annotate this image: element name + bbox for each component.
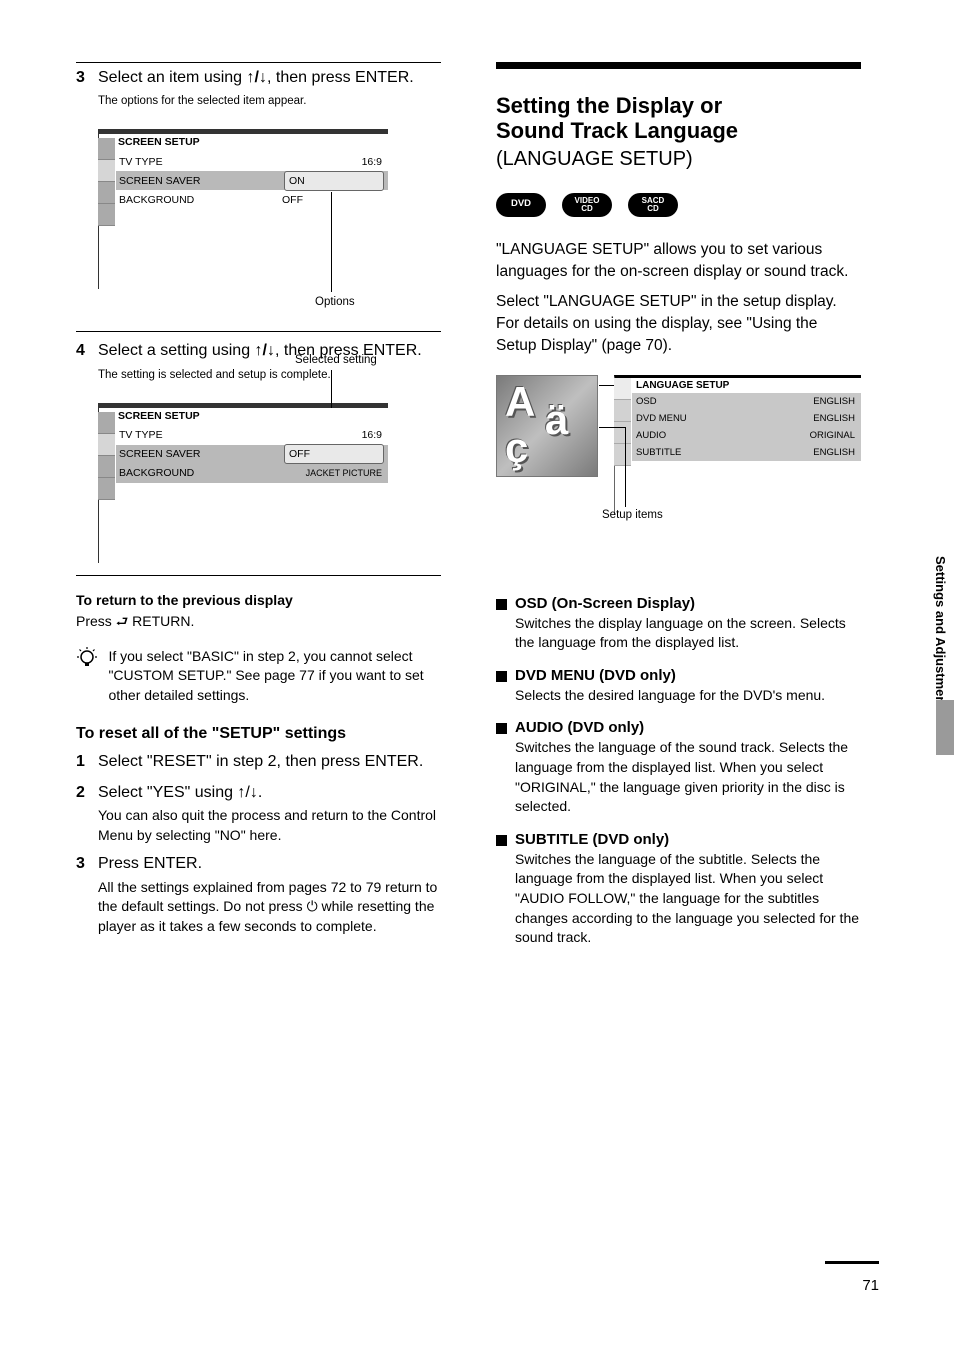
intro-para: "LANGUAGE SETUP" allows you to set vario… (496, 239, 861, 283)
callout-label: Options (315, 296, 355, 308)
panel-title: SCREEN SETUP (118, 136, 200, 148)
rule (76, 331, 441, 332)
right-column: Setting the Display or Sound Track Langu… (496, 62, 861, 950)
power-icon: ⏻ (307, 898, 318, 914)
row-label: BACKGROUND (119, 467, 306, 479)
setup-row: AUDIO ORIGINAL (632, 427, 861, 444)
sacd-badge: SACD CD (628, 193, 678, 217)
videocd-badge: VIDEO CD (562, 193, 612, 217)
rule (76, 575, 441, 576)
select-para: Select "LANGUAGE SETUP" in the setup dis… (496, 291, 861, 357)
panel-tab (614, 444, 631, 466)
reset-step-2: 2 Select "YES" using ↑/↓. You can also q… (76, 782, 441, 846)
panel-tab (614, 422, 631, 444)
panel-tab (98, 138, 115, 160)
row-value: OFF (282, 194, 382, 206)
rule (76, 62, 441, 63)
tip-block: If you select "BASIC" in step 2, you can… (76, 647, 441, 706)
step-num: 3 (76, 67, 90, 115)
subtitle-section: SUBTITLE (DVD only) Switches the languag… (496, 831, 861, 948)
step-text: Select an item using ↑/↓, then press ENT… (98, 67, 441, 115)
step-sublabel: The setting is selected and setup is com… (98, 367, 441, 383)
reset-step-1: 1 Select "RESET" in step 2, then press E… (76, 751, 441, 773)
step-num: 4 (76, 340, 90, 388)
square-bullet-icon (496, 835, 507, 846)
audio-section: AUDIO (DVD only) Switches the language o… (496, 719, 861, 816)
panel-tab (614, 378, 631, 400)
dvdmenu-section: DVD MENU (DVD only) Selects the desired … (496, 667, 861, 706)
panel-tab (98, 182, 115, 204)
left-column: 3 Select an item using ↑/↓, then press E… (76, 62, 441, 950)
row-label: SCREEN SAVER (119, 175, 284, 187)
dropdown-box[interactable]: ON (284, 171, 384, 191)
callout-line (599, 427, 625, 428)
panel-tab (98, 434, 115, 456)
row-value: 16:9 (362, 429, 382, 441)
row-label: TV TYPE (119, 429, 362, 441)
dvd-badge: DVD (496, 193, 546, 217)
side-tab (936, 700, 954, 755)
page-number: 71 (862, 1277, 879, 1294)
callout-line (331, 192, 332, 292)
step-text: Select a setting using ↑/↓, then press E… (98, 340, 441, 388)
bottom-rule (825, 1261, 879, 1264)
reset-step-3: 3 Press ENTER. All the settings explaine… (76, 853, 441, 936)
language-setup-figure: A ä ç LANGUAGE SETUP OSD ENGLISH (496, 371, 861, 581)
step-3: 3 Select an item using ↑/↓, then press E… (76, 67, 441, 115)
return-body: Press ⮐ RETURN. (76, 612, 441, 633)
return-heading: To return to the previous display (76, 592, 441, 608)
callout-line (331, 370, 332, 408)
osd-section: OSD (On-Screen Display) Switches the dis… (496, 595, 861, 653)
callout-line (599, 385, 614, 386)
dropdown-box[interactable]: OFF (284, 444, 384, 464)
square-bullet-icon (496, 599, 507, 610)
section-bar (496, 62, 861, 69)
setup-row: SUBTITLE ENGLISH (632, 444, 861, 461)
callout-line (625, 427, 626, 507)
setup-row: DVD MENU ENGLISH (632, 410, 861, 427)
panel-tab (98, 478, 115, 500)
row-label: BACKGROUND (119, 194, 282, 206)
panel-tab (98, 160, 115, 182)
language-icon: A ä ç (496, 375, 598, 477)
row-value: JACKET PICTURE (306, 468, 382, 478)
tip-text: If you select "BASIC" in step 2, you can… (108, 647, 438, 706)
screen-setup-panel-options: SCREEN SETUP TV TYPE 16:9 SCREEN SAVER O… (98, 129, 388, 289)
row-value: 16:9 (362, 156, 382, 168)
language-setup-panel: LANGUAGE SETUP OSD ENGLISH DVD MENU ENGL… (614, 375, 861, 515)
step-sublabel: The options for the selected item appear… (98, 93, 441, 109)
panel-tab (614, 400, 631, 422)
callout-label: Selected setting (295, 354, 377, 366)
callout-label: Setup items (602, 509, 663, 521)
reset-heading: To reset all of the "SETUP" settings (76, 725, 441, 743)
format-badges: DVD VIDEO CD SACD CD (496, 193, 861, 217)
panel-tab (98, 412, 115, 434)
panel-title: LANGUAGE SETUP (632, 378, 861, 393)
tip-icon (76, 647, 98, 678)
row-label: TV TYPE (119, 156, 362, 168)
title-line2: Sound Track Language (496, 118, 861, 143)
screen-setup-panel-selected: Selected setting SCREEN SETUP TV TYPE 16… (98, 403, 388, 563)
square-bullet-icon (496, 723, 507, 734)
panel-tab (98, 456, 115, 478)
setup-row: OSD ENGLISH (632, 393, 861, 410)
panel-tab (98, 204, 115, 226)
row-label: SCREEN SAVER (119, 448, 284, 460)
square-bullet-icon (496, 671, 507, 682)
side-tab-label: Settings and Adjustments (934, 556, 948, 716)
title-sub: (LANGUAGE SETUP) (496, 148, 861, 171)
title-line1: Setting the Display or (496, 93, 861, 118)
step-4: 4 Select a setting using ↑/↓, then press… (76, 340, 441, 388)
panel-title: SCREEN SETUP (118, 410, 200, 422)
